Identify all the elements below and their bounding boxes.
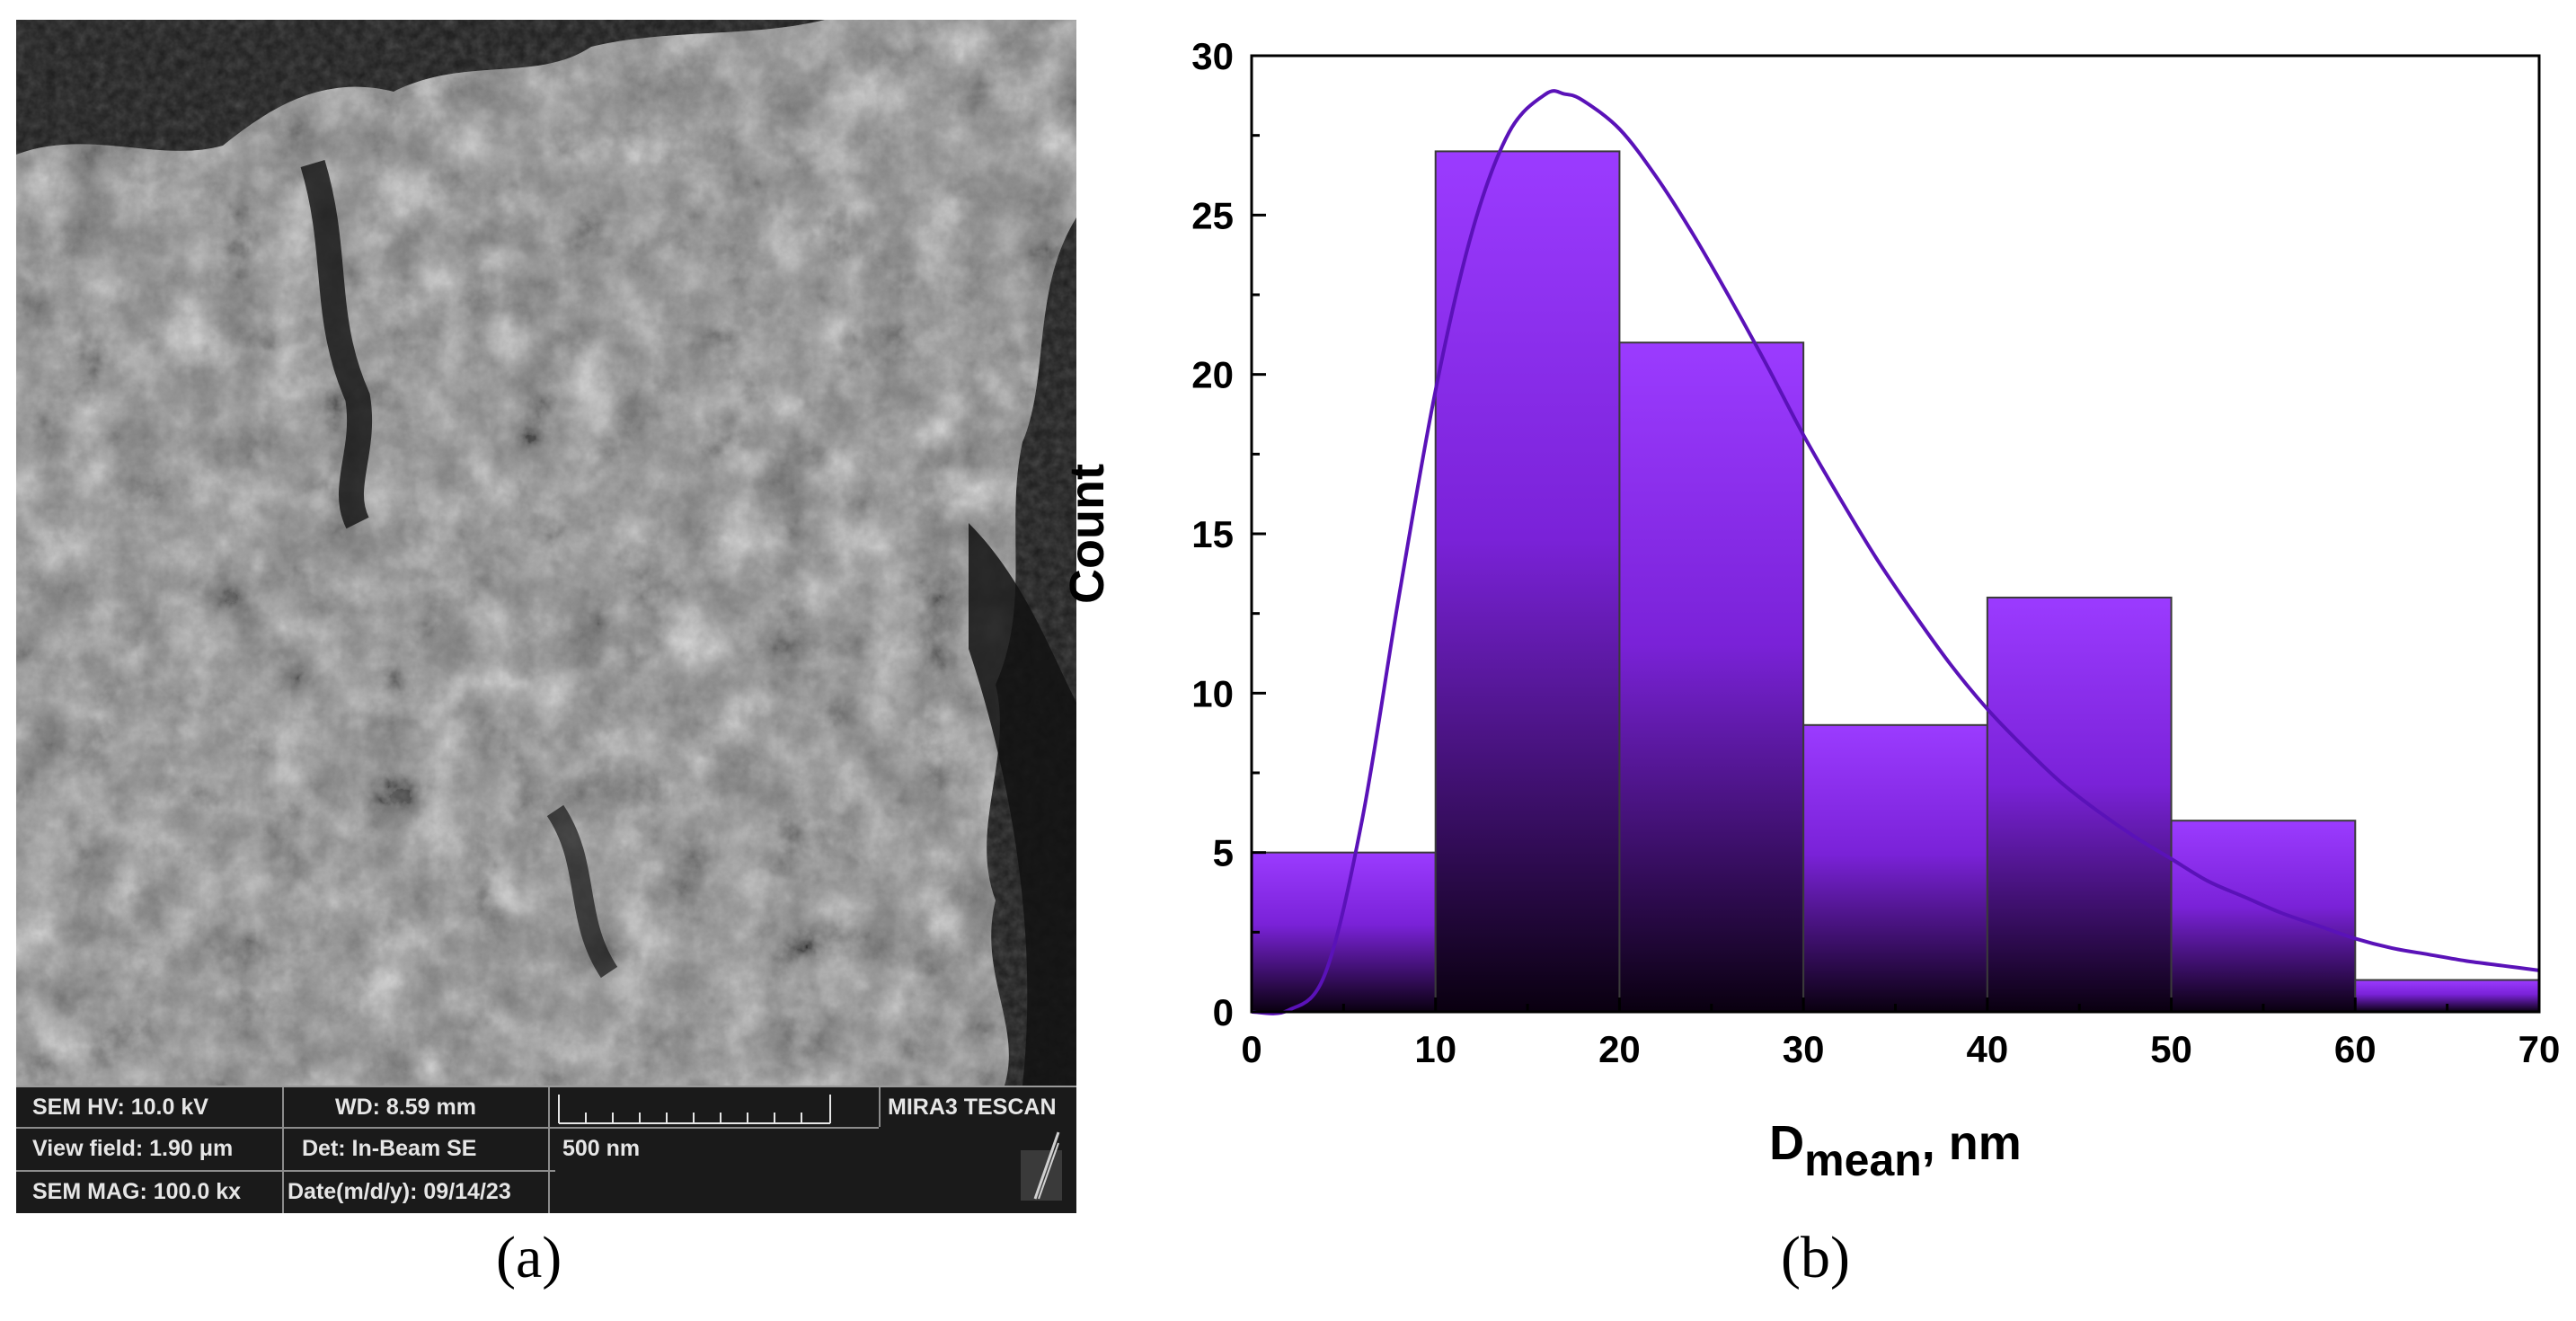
lognormal-fit-curve xyxy=(1251,89,2540,1015)
sem-micrograph-panel: SEM HV: 10.0 kV WD: 8.59 mm MIRA3 TESCAN… xyxy=(16,20,1076,1213)
sem-micrograph-image xyxy=(16,20,1076,1086)
y-tick-label: 20 xyxy=(1191,354,1234,396)
working-distance-label: WD: 8.59 mm xyxy=(335,1095,476,1120)
magnification-label: SEM MAG: 100.0 kx xyxy=(32,1179,242,1204)
info-bar-divider xyxy=(548,1087,550,1213)
scale-bar-ruler xyxy=(558,1095,831,1124)
x-axis-label: Dmean, nm xyxy=(1769,1116,2022,1185)
info-bar-divider xyxy=(282,1087,284,1213)
histogram-bar xyxy=(1251,851,1437,1014)
acquisition-date-label: Date(m/d/y): 09/14/23 xyxy=(288,1179,511,1204)
histogram-bar xyxy=(1986,596,2173,1014)
y-tick-label: 10 xyxy=(1191,672,1234,714)
histogram-bar xyxy=(1802,723,1988,1013)
histogram-bar xyxy=(2170,820,2357,1014)
x-axis-label-main: D xyxy=(1769,1116,1804,1170)
instrument-brand-label: MIRA3 TESCAN xyxy=(888,1095,1057,1120)
x-tick-label: 50 xyxy=(2150,1028,2192,1070)
panel-a-label: (a) xyxy=(496,1225,562,1290)
info-bar-divider xyxy=(879,1087,881,1127)
x-tick-label: 60 xyxy=(2334,1028,2377,1070)
histogram-bar xyxy=(1618,341,1805,1013)
scale-bar-label: 500 nm xyxy=(562,1136,641,1161)
tescan-logo-icon xyxy=(1021,1131,1062,1201)
info-bar-divider xyxy=(16,1127,879,1129)
sem-hv-label: SEM HV: 10.0 kV xyxy=(32,1095,208,1120)
size-distribution-histogram: 0 10 20 30 40 50 60 70 0 5 10 15 20 25 30 Count Dmean,… xyxy=(1060,35,2561,1185)
detector-label: Det: In-Beam SE xyxy=(302,1136,477,1161)
y-tick-label: 15 xyxy=(1191,513,1234,555)
x-axis-label-subscript: mean xyxy=(1804,1135,1922,1185)
view-field-label: View field: 1.90 μm xyxy=(32,1136,234,1161)
panel-b-label: (b) xyxy=(1781,1225,1850,1290)
sem-info-bar: SEM HV: 10.0 kV WD: 8.59 mm MIRA3 TESCAN… xyxy=(16,1086,1076,1213)
x-tick-label: 10 xyxy=(1414,1028,1456,1070)
x-tick-label: 0 xyxy=(1241,1028,1261,1070)
x-tick-label: 30 xyxy=(1783,1028,1825,1070)
x-tick-label: 20 xyxy=(1598,1028,1641,1070)
x-axis-label-suffix: , nm xyxy=(1922,1116,2022,1170)
histogram-bar xyxy=(1434,150,1621,1013)
info-bar-divider xyxy=(16,1170,555,1172)
y-tick-label: 0 xyxy=(1213,991,1234,1033)
y-tick-label: 25 xyxy=(1191,194,1234,236)
y-axis-label: Count xyxy=(1060,464,1114,604)
x-tick-label: 40 xyxy=(1966,1028,2008,1070)
y-tick-label: 5 xyxy=(1213,832,1234,874)
x-tick-label: 70 xyxy=(2518,1028,2561,1070)
y-tick-label: 30 xyxy=(1191,35,1234,77)
